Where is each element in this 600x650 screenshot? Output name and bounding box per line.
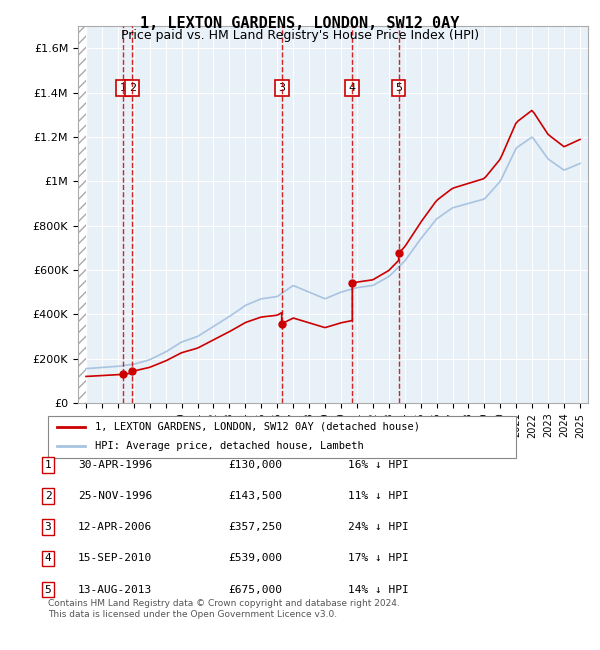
Text: 1: 1 bbox=[119, 83, 127, 93]
Text: 14% ↓ HPI: 14% ↓ HPI bbox=[348, 584, 409, 595]
Bar bbox=[78, 26, 86, 403]
Text: 15-SEP-2010: 15-SEP-2010 bbox=[78, 553, 152, 564]
Text: 12-APR-2006: 12-APR-2006 bbox=[78, 522, 152, 532]
FancyBboxPatch shape bbox=[48, 416, 516, 458]
Bar bbox=[78, 26, 86, 403]
Text: 4: 4 bbox=[44, 553, 52, 564]
Text: 1, LEXTON GARDENS, LONDON, SW12 0AY: 1, LEXTON GARDENS, LONDON, SW12 0AY bbox=[140, 16, 460, 31]
Text: 16% ↓ HPI: 16% ↓ HPI bbox=[348, 460, 409, 470]
Text: 13-AUG-2013: 13-AUG-2013 bbox=[78, 584, 152, 595]
Text: 24% ↓ HPI: 24% ↓ HPI bbox=[348, 522, 409, 532]
Text: 1: 1 bbox=[44, 460, 52, 470]
Text: 5: 5 bbox=[395, 83, 402, 93]
Text: 1, LEXTON GARDENS, LONDON, SW12 0AY (detached house): 1, LEXTON GARDENS, LONDON, SW12 0AY (det… bbox=[95, 422, 420, 432]
Text: 5: 5 bbox=[44, 584, 52, 595]
Text: £539,000: £539,000 bbox=[228, 553, 282, 564]
Text: 17% ↓ HPI: 17% ↓ HPI bbox=[348, 553, 409, 564]
Text: 2: 2 bbox=[44, 491, 52, 501]
Text: Contains HM Land Registry data © Crown copyright and database right 2024.
This d: Contains HM Land Registry data © Crown c… bbox=[48, 599, 400, 619]
Text: 3: 3 bbox=[44, 522, 52, 532]
Text: Price paid vs. HM Land Registry's House Price Index (HPI): Price paid vs. HM Land Registry's House … bbox=[121, 29, 479, 42]
Text: £130,000: £130,000 bbox=[228, 460, 282, 470]
Text: 3: 3 bbox=[278, 83, 285, 93]
Text: 25-NOV-1996: 25-NOV-1996 bbox=[78, 491, 152, 501]
Text: 2: 2 bbox=[128, 83, 136, 93]
Text: 30-APR-1996: 30-APR-1996 bbox=[78, 460, 152, 470]
Text: £143,500: £143,500 bbox=[228, 491, 282, 501]
Text: £357,250: £357,250 bbox=[228, 522, 282, 532]
Text: 11% ↓ HPI: 11% ↓ HPI bbox=[348, 491, 409, 501]
Text: £675,000: £675,000 bbox=[228, 584, 282, 595]
Text: HPI: Average price, detached house, Lambeth: HPI: Average price, detached house, Lamb… bbox=[95, 441, 364, 451]
Text: 4: 4 bbox=[349, 83, 356, 93]
